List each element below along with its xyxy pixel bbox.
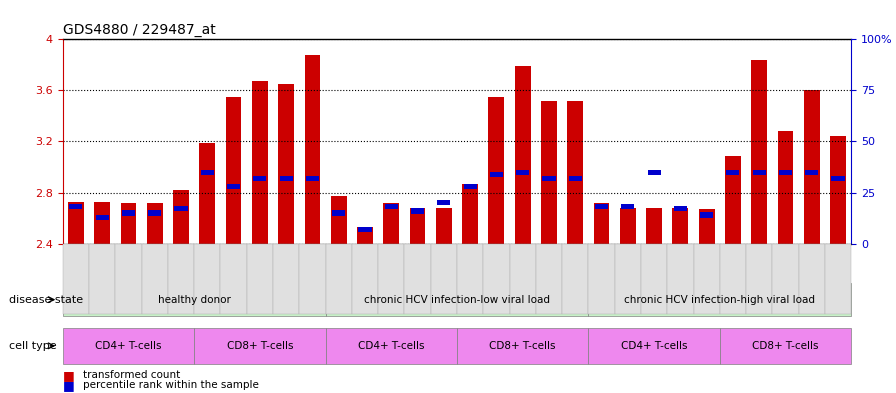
Bar [201, 169, 214, 174]
Bar [778, 131, 793, 244]
Text: disease state: disease state [9, 295, 83, 305]
Text: CD4+ T-cells: CD4+ T-cells [95, 341, 161, 351]
Bar [595, 204, 608, 209]
Bar [515, 66, 530, 244]
Bar [752, 60, 767, 244]
Text: cell type: cell type [9, 341, 56, 351]
Bar [200, 143, 215, 244]
Bar [727, 169, 739, 174]
Bar [227, 184, 240, 189]
Bar [383, 203, 399, 244]
Text: percentile rank within the sample: percentile rank within the sample [83, 380, 259, 390]
Text: chronic HCV infection-high viral load: chronic HCV infection-high viral load [625, 295, 815, 305]
Bar [411, 208, 424, 213]
Bar [804, 90, 820, 244]
Bar [779, 169, 792, 174]
Text: CD4+ T-cells: CD4+ T-cells [358, 341, 425, 351]
Bar [674, 206, 687, 211]
Bar [673, 208, 688, 244]
Bar [254, 176, 266, 181]
Text: ■: ■ [63, 369, 74, 382]
Bar [831, 136, 846, 244]
Bar [700, 213, 713, 218]
Bar [541, 101, 556, 244]
Bar [462, 184, 478, 244]
Text: CD8+ T-cells: CD8+ T-cells [227, 341, 293, 351]
Bar [226, 97, 241, 244]
Bar [753, 169, 766, 174]
Bar [122, 210, 135, 215]
Bar [648, 169, 660, 174]
Bar [621, 204, 634, 209]
Bar [305, 55, 320, 244]
Text: CD4+ T-cells: CD4+ T-cells [621, 341, 687, 351]
Bar [620, 208, 635, 244]
Bar [490, 172, 503, 177]
Bar [567, 101, 583, 244]
Bar [94, 202, 110, 244]
Bar [516, 169, 530, 174]
Bar [646, 208, 662, 244]
Text: CD8+ T-cells: CD8+ T-cells [489, 341, 556, 351]
Bar [569, 176, 582, 181]
Bar [306, 176, 319, 181]
Bar [279, 84, 294, 244]
Bar [68, 202, 83, 244]
Bar [332, 210, 345, 215]
Bar [384, 204, 398, 209]
Bar [69, 204, 82, 209]
Text: transformed count: transformed count [83, 370, 181, 380]
Text: CD8+ T-cells: CD8+ T-cells [753, 341, 819, 351]
Bar [725, 156, 741, 244]
Text: chronic HCV infection-low viral load: chronic HCV infection-low viral load [364, 295, 550, 305]
Bar [831, 176, 845, 181]
Bar [173, 190, 189, 244]
Bar [542, 176, 556, 181]
Bar [806, 169, 818, 174]
Bar [409, 208, 426, 244]
Bar [121, 203, 136, 244]
Bar [699, 209, 714, 244]
Text: healthy donor: healthy donor [158, 295, 230, 305]
Text: ■: ■ [63, 378, 74, 392]
Bar [358, 227, 372, 232]
Bar [463, 184, 477, 189]
Bar [358, 227, 373, 244]
Bar [148, 210, 161, 215]
Bar [594, 203, 609, 244]
Bar [488, 97, 504, 244]
Bar [252, 81, 268, 244]
Bar [331, 196, 347, 244]
Bar [96, 215, 108, 220]
Text: GDS4880 / 229487_at: GDS4880 / 229487_at [63, 23, 215, 37]
Bar [147, 203, 162, 244]
Bar [437, 200, 451, 205]
Bar [175, 206, 187, 211]
Bar [436, 208, 452, 244]
Bar [280, 176, 293, 181]
